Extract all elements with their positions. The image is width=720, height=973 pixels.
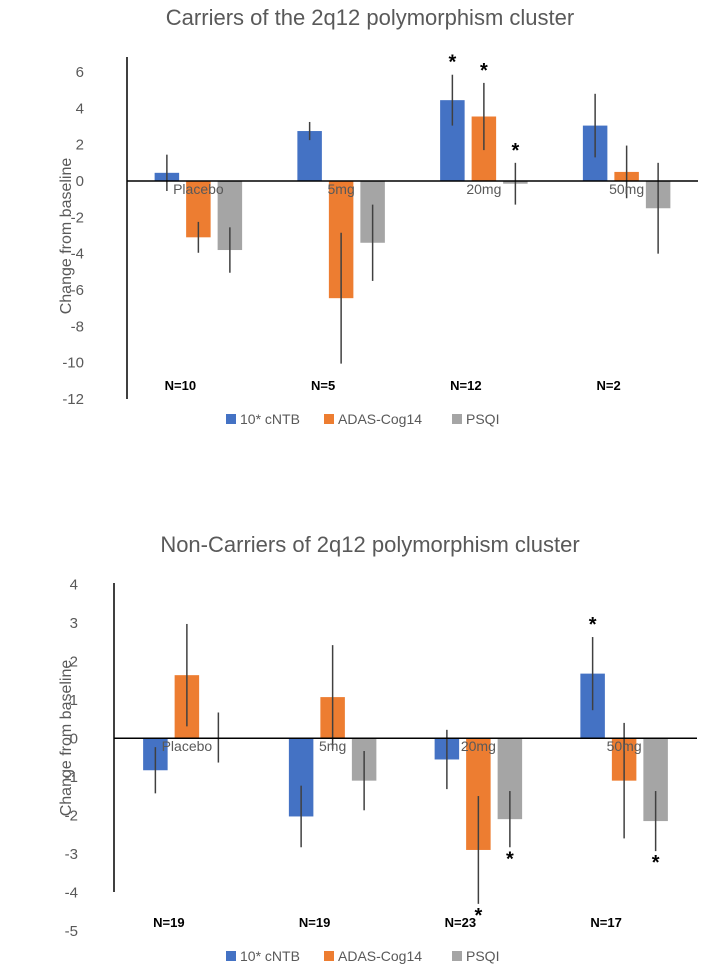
significance-marker: * bbox=[474, 905, 482, 927]
legend-swatch bbox=[452, 951, 462, 961]
chart-title: Non-Carriers of 2q12 polymorphism cluste… bbox=[160, 532, 579, 557]
bars: * * * * bbox=[143, 614, 668, 927]
legend-swatch bbox=[324, 951, 334, 961]
axes bbox=[113, 583, 697, 892]
legend-label: ADAS-Cog14 bbox=[338, 411, 422, 427]
category-labels: Placebo 5mg 20mg 50mg bbox=[162, 738, 642, 754]
n-label: N=12 bbox=[450, 378, 481, 393]
significance-marker: * bbox=[511, 140, 519, 162]
significance-marker: * bbox=[652, 852, 660, 874]
legend-label: 10* cNTB bbox=[240, 411, 300, 427]
y-tick-label: 4 bbox=[76, 100, 84, 117]
x-tick-label: Placebo bbox=[162, 738, 213, 754]
chart-carriers: Carriers of the 2q12 polymorphism cluste… bbox=[58, 5, 698, 427]
y-tick-label: -10 bbox=[62, 355, 84, 372]
significance-marker: * bbox=[448, 52, 456, 74]
legend-label: PSQI bbox=[466, 411, 499, 427]
y-tick-label: 2 bbox=[70, 653, 78, 670]
y-tick-label: -2 bbox=[65, 807, 78, 824]
y-tick-label: -12 bbox=[62, 391, 84, 408]
n-label: N=5 bbox=[311, 378, 335, 393]
chart-title: Carriers of the 2q12 polymorphism cluste… bbox=[166, 5, 574, 30]
y-tick-label: 2 bbox=[76, 137, 84, 154]
legend-swatch bbox=[226, 414, 236, 424]
y-tick-label: -1 bbox=[65, 769, 78, 786]
y-tick-label: 0 bbox=[70, 730, 78, 747]
axes bbox=[126, 57, 698, 399]
n-label: N=23 bbox=[445, 915, 476, 930]
y-axis-label: Change from baseline bbox=[58, 158, 75, 315]
y-axis-ticks: 4 3 2 1 0 -1 -2 -3 -4 -5 bbox=[65, 576, 78, 940]
y-axis-label: Change from baseline bbox=[58, 660, 75, 817]
n-label: N=10 bbox=[165, 378, 196, 393]
y-tick-label: 3 bbox=[70, 615, 78, 632]
chart-non-carriers: Non-Carriers of 2q12 polymorphism cluste… bbox=[58, 532, 697, 964]
category-labels: Placebo 5mg 20mg 50mg bbox=[173, 181, 644, 197]
y-tick-label: -4 bbox=[65, 884, 78, 901]
y-tick-label: -6 bbox=[71, 282, 84, 299]
n-label: N=17 bbox=[590, 915, 621, 930]
x-tick-label: 5mg bbox=[328, 181, 355, 197]
y-tick-label: 6 bbox=[76, 64, 84, 81]
n-label: N=2 bbox=[597, 378, 621, 393]
significance-marker: * bbox=[480, 60, 488, 82]
n-labels: N=19 N=19 N=23 N=17 bbox=[153, 915, 622, 930]
n-label: N=19 bbox=[299, 915, 330, 930]
legend-swatch bbox=[324, 414, 334, 424]
y-tick-label: -4 bbox=[71, 246, 84, 263]
x-tick-label: 50mg bbox=[609, 181, 644, 197]
legend: 10* cNTB ADAS-Cog14 PSQI bbox=[226, 411, 499, 427]
n-label: N=19 bbox=[153, 915, 184, 930]
n-labels: N=10 N=5 N=12 N=2 bbox=[165, 378, 621, 393]
y-tick-label: -8 bbox=[71, 318, 84, 335]
legend-swatch bbox=[226, 951, 236, 961]
y-tick-label: -2 bbox=[71, 209, 84, 226]
y-tick-label: 1 bbox=[70, 692, 78, 709]
y-axis-ticks: 6 4 2 0 -2 -4 -6 -8 -10 -12 bbox=[62, 64, 84, 408]
x-tick-label: 20mg bbox=[461, 738, 496, 754]
bars: * * * bbox=[154, 52, 671, 364]
y-tick-label: -5 bbox=[65, 923, 78, 940]
legend-swatch bbox=[452, 414, 462, 424]
legend: 10* cNTB ADAS-Cog14 PSQI bbox=[226, 948, 499, 964]
y-tick-label: -3 bbox=[65, 846, 78, 863]
x-tick-label: 50mg bbox=[607, 738, 642, 754]
x-tick-label: Placebo bbox=[173, 181, 224, 197]
legend-label: PSQI bbox=[466, 948, 499, 964]
x-tick-label: 5mg bbox=[319, 738, 346, 754]
y-tick-label: 0 bbox=[76, 173, 84, 190]
legend-label: 10* cNTB bbox=[240, 948, 300, 964]
x-tick-label: 20mg bbox=[466, 181, 501, 197]
y-tick-label: 4 bbox=[70, 576, 78, 593]
significance-marker: * bbox=[506, 848, 514, 870]
significance-marker: * bbox=[589, 614, 597, 636]
legend-label: ADAS-Cog14 bbox=[338, 948, 422, 964]
